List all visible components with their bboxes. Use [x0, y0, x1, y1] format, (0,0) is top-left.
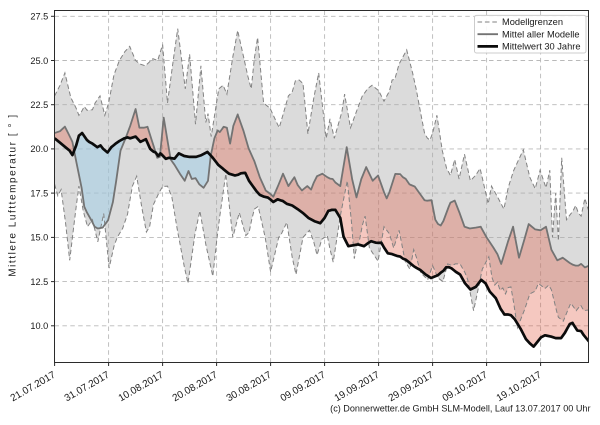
svg-text:12.5: 12.5 — [30, 277, 48, 287]
svg-text:25.0: 25.0 — [30, 56, 48, 66]
svg-text:22.5: 22.5 — [30, 100, 48, 110]
svg-text:Mittelwert 30 Jahre: Mittelwert 30 Jahre — [502, 42, 581, 52]
svg-text:10.0: 10.0 — [30, 321, 48, 331]
svg-text:(c) Donnerwetter.de GmbH SLM-M: (c) Donnerwetter.de GmbH SLM-Modell, Lau… — [330, 404, 590, 414]
svg-text:Modellgrenzen: Modellgrenzen — [502, 17, 563, 27]
svg-text:27.5: 27.5 — [30, 12, 48, 22]
svg-text:17.5: 17.5 — [30, 188, 48, 198]
svg-text:Mittel aller Modelle: Mittel aller Modelle — [502, 29, 580, 39]
svg-text:15.0: 15.0 — [30, 233, 48, 243]
svg-text:20.0: 20.0 — [30, 144, 48, 154]
svg-text:Mittlere Lufttemperatur [ ° ]: Mittlere Lufttemperatur [ ° ] — [8, 113, 19, 276]
